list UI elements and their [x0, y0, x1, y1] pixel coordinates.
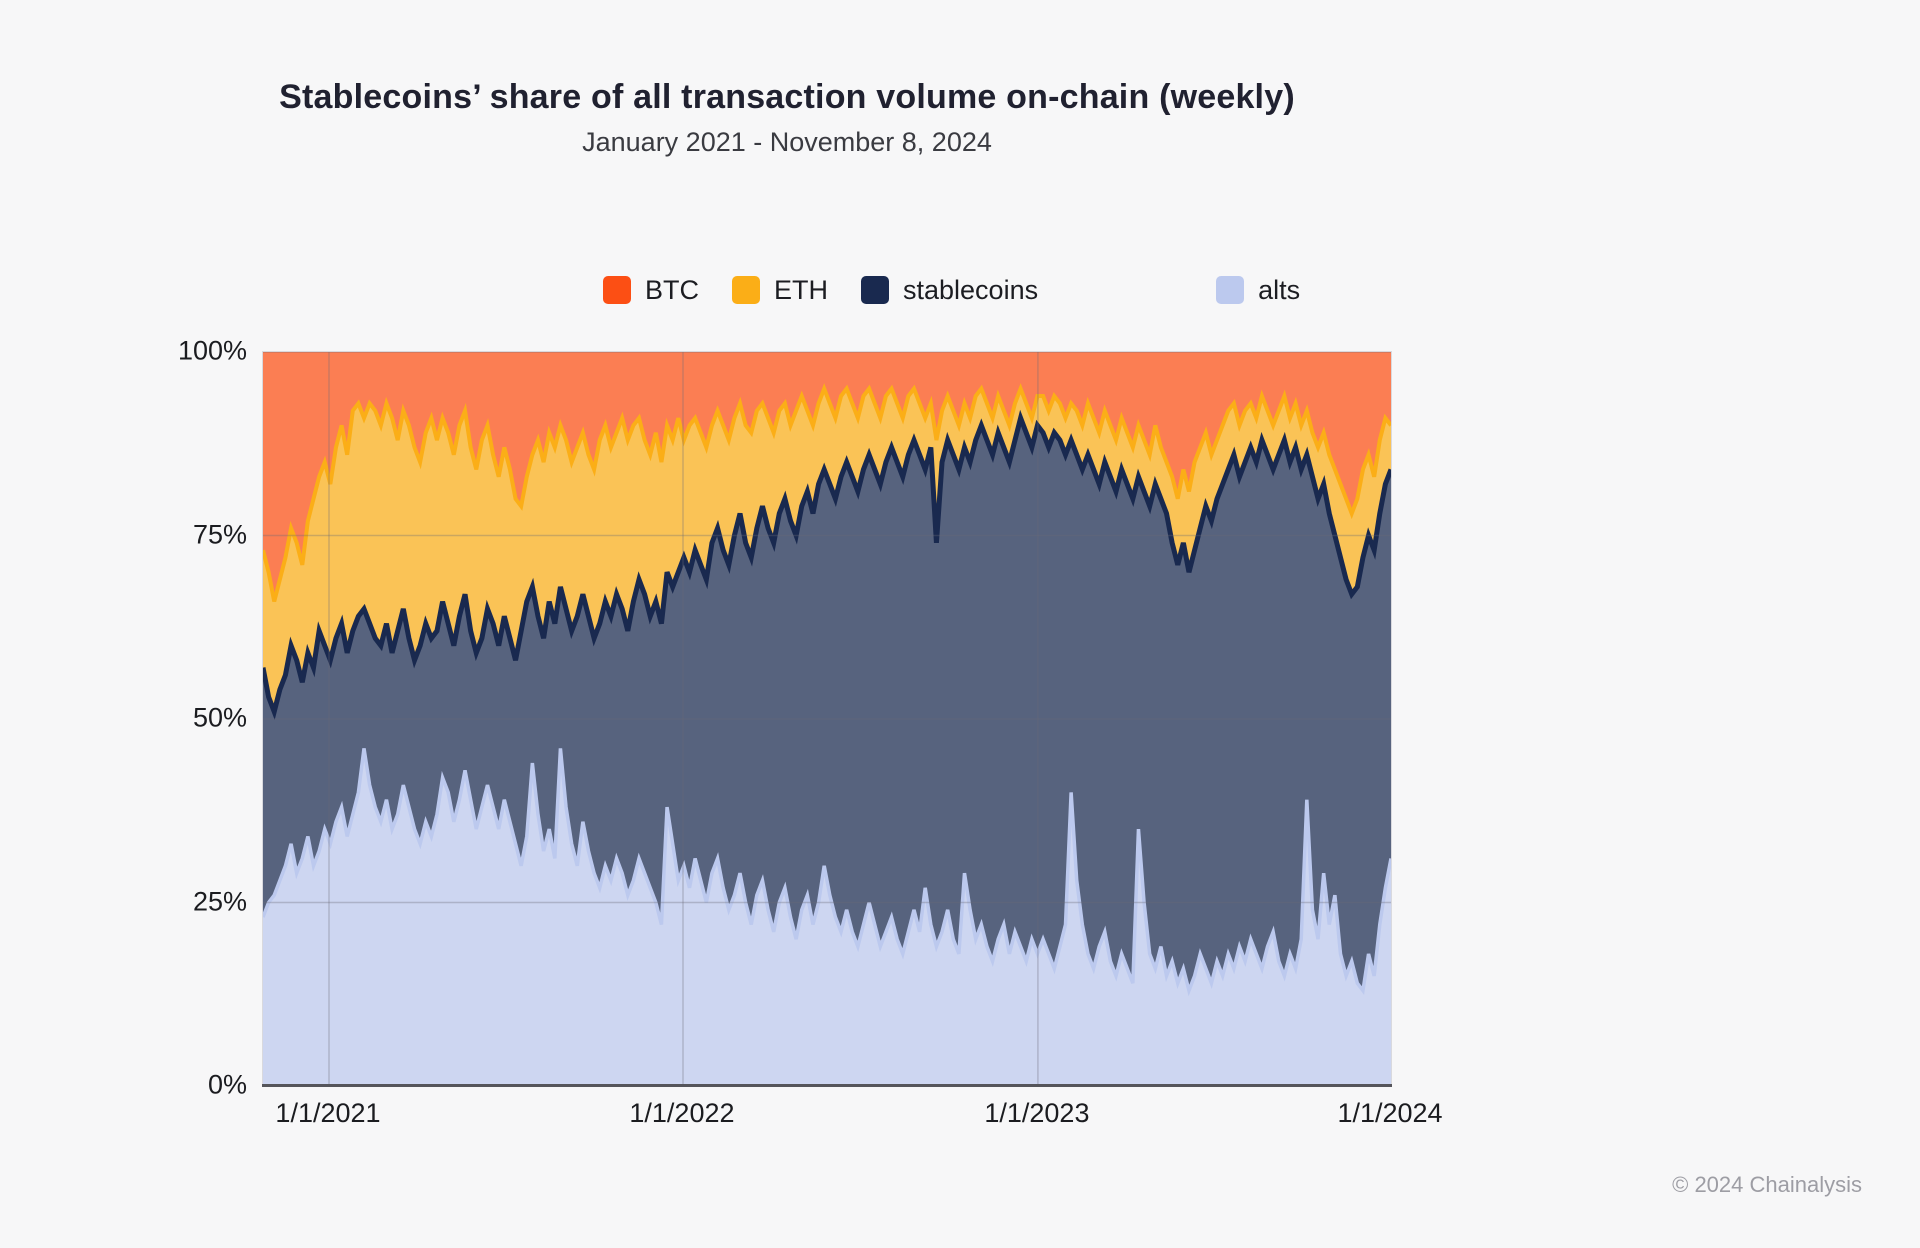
legend-label-eth: ETH	[774, 274, 828, 305]
x-tick-label-1-1-2022: 1/1/2022	[629, 1098, 735, 1128]
chart-subtitle: January 2021 - November 8, 2024	[582, 127, 992, 157]
plot-area	[262, 351, 1392, 1087]
legend-label-alts: alts	[1258, 274, 1301, 305]
legend-item-alts: alts	[1216, 275, 1300, 306]
y-tick-label-0: 0%	[207, 1069, 247, 1100]
x-tick-label-1-1-2024: 1/1/2024	[1337, 1098, 1443, 1128]
boundary-line-eth	[263, 383, 1391, 603]
y-axis: 0% 25% 50% 75% 100%	[100, 336, 247, 1100]
stacked-area-chart	[263, 352, 1391, 1086]
boundary-line-alts	[263, 748, 1391, 997]
chart-header: Stablecoins’ share of all transaction vo…	[0, 0, 1574, 158]
x-tick-label-1-1-2023: 1/1/2023	[984, 1098, 1090, 1128]
x-axis: 1/1/2021 1/1/2022 1/1/2023 1/1/2024	[262, 1098, 1442, 1132]
y-tick-label-75: 75%	[192, 519, 247, 549]
alts-swatch-icon	[1216, 276, 1245, 304]
eth-swatch-icon	[732, 276, 760, 304]
legend-item-btc: BTC	[603, 275, 699, 306]
legend-label-btc: BTC	[645, 274, 699, 305]
legend: BTC ETH stablecoins alts	[603, 274, 1300, 306]
copyright: © 2024 Chainalysis	[1672, 1172, 1862, 1197]
area-stablecoins	[263, 418, 1391, 991]
x-tick-label-1-1-2021: 1/1/2021	[275, 1098, 381, 1128]
area-btc	[263, 352, 1391, 602]
legend-item-eth: ETH	[732, 275, 828, 306]
y-tick-label-25: 25%	[192, 886, 247, 916]
btc-swatch-icon	[603, 276, 631, 304]
area-alts	[263, 748, 1391, 1086]
boundary-line-stablecoins	[263, 409, 1391, 720]
y-tick-label-50: 50%	[192, 702, 247, 733]
x-axis-line	[262, 1084, 1392, 1087]
stablecoins-swatch-icon	[861, 276, 889, 304]
legend-item-stablecoins: stablecoins	[861, 275, 1038, 306]
legend-label-stablecoins: stablecoins	[903, 274, 1039, 305]
chart-title: Stablecoins’ share of all transaction vo…	[279, 78, 1295, 116]
y-tick-label-100: 100%	[177, 335, 247, 366]
